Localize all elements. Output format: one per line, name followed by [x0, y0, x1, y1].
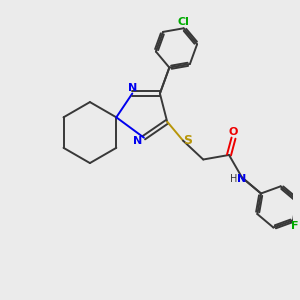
Text: N: N — [128, 83, 137, 93]
Text: S: S — [183, 134, 192, 147]
Text: Cl: Cl — [178, 17, 190, 28]
Text: N: N — [237, 174, 247, 184]
Text: O: O — [229, 127, 238, 137]
Text: F: F — [291, 221, 298, 231]
Text: H: H — [230, 174, 237, 184]
Text: N: N — [133, 136, 142, 146]
